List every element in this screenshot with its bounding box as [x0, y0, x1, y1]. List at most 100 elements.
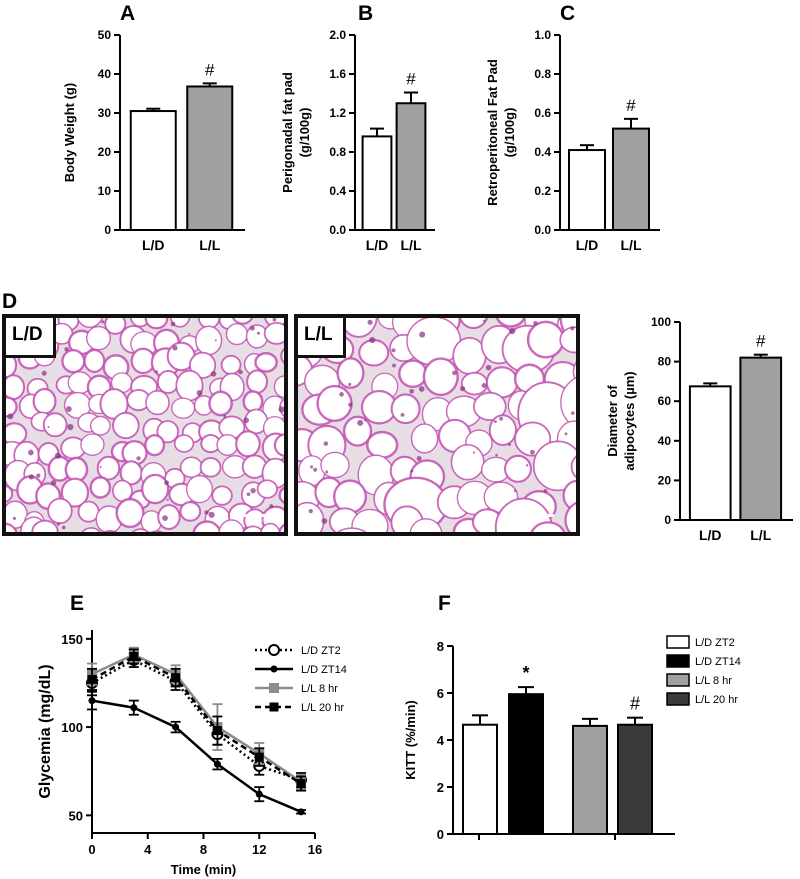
x-tick-label-d: L/D	[699, 527, 722, 543]
adipocyte-cell	[216, 433, 239, 456]
adipocyte-cell	[532, 440, 576, 492]
adipocyte-cell	[192, 520, 222, 532]
y-tick-label-c: 0.4	[534, 145, 551, 159]
adipocyte-cell	[141, 473, 170, 505]
adipocyte-cell	[83, 348, 106, 373]
nucleus-dot	[570, 411, 575, 415]
adipocyte-cell	[358, 338, 390, 367]
x-tick-label-c: L/D	[576, 237, 599, 253]
adipocyte-cell	[179, 456, 204, 479]
nucleus-dot	[313, 467, 318, 472]
adipocyte-cell	[398, 359, 428, 389]
adipocyte-cell	[115, 497, 145, 529]
adipocyte-cell	[6, 374, 26, 401]
data-point-e	[296, 779, 306, 789]
adipocyte-cell	[472, 391, 507, 422]
adipocyte-cell	[570, 455, 576, 479]
bar-f-2	[508, 693, 544, 835]
x-tick-label-e: 16	[308, 842, 322, 857]
nucleus-dot	[204, 510, 209, 515]
y-tick-label-c: 0.6	[534, 106, 551, 120]
y-tick-label-d: 100	[651, 315, 671, 329]
x-tick-label-e: 4	[144, 842, 152, 857]
nucleus-dot	[162, 515, 168, 521]
panel-letter-c: C	[560, 2, 576, 25]
adipocyte-cell	[60, 477, 90, 508]
nucleus-dot	[246, 492, 251, 497]
nucleus-dot	[323, 441, 329, 446]
adipocyte-cell	[31, 519, 59, 532]
legend-label-e: L/L 20 hr	[301, 702, 344, 714]
nucleus-dot	[400, 412, 405, 417]
y-tick-label-a: 30	[98, 106, 112, 120]
adipocyte-cell	[278, 486, 284, 504]
legend-label-f: L/D ZT14	[695, 656, 741, 668]
adipocyte-cell	[199, 457, 222, 478]
adipocyte-cell	[225, 322, 249, 346]
adipocyte-cell	[410, 423, 439, 454]
adipocyte-cell	[104, 318, 127, 335]
adipocyte-cell	[195, 325, 223, 356]
y-tick-label-c: 0.8	[534, 67, 551, 81]
legend-marker-e	[269, 683, 279, 693]
nucleus-dot	[564, 432, 568, 436]
nucleus-dot	[367, 319, 373, 325]
significance-mark-f: *	[522, 663, 529, 683]
y-axis-label-f: KITT (%/min)	[403, 700, 418, 779]
nucleus-dot	[166, 498, 169, 501]
y-tick-label-f: 2	[437, 780, 444, 795]
nucleus-dot	[364, 419, 367, 422]
y-tick-label-a: 50	[98, 28, 112, 42]
adipocyte-cell	[254, 352, 278, 373]
nucleus-dot	[514, 489, 517, 492]
y-tick-label-d: 0	[664, 513, 671, 527]
nucleus-dot	[418, 386, 425, 392]
micrograph-ld: L/D 50 µm	[2, 314, 288, 536]
bar-f-1	[462, 723, 498, 835]
nucleus-dot	[543, 489, 548, 493]
nucleus-dot	[54, 452, 62, 459]
data-point-e	[297, 808, 305, 816]
adipocyte-cell	[242, 390, 264, 414]
adipocyte-cell	[157, 504, 181, 530]
bar-a-1	[129, 110, 177, 231]
y-tick-label-f: 8	[437, 639, 444, 654]
nucleus-dot	[67, 423, 74, 431]
significance-mark-c: #	[626, 96, 636, 115]
y-tick-label-f: 4	[437, 733, 445, 748]
nucleus-dot	[321, 518, 328, 524]
nucleus-dot	[308, 509, 313, 514]
scale-text-ld: 50 µm	[246, 518, 263, 524]
adipocyte-cell	[495, 318, 526, 328]
legend-swatch-f	[666, 635, 690, 649]
panel-letter-a: A	[120, 2, 136, 25]
legend-label-f: L/D ZT2	[695, 637, 735, 649]
x-tick-label-b: L/D	[366, 237, 389, 253]
nucleus-dot	[348, 402, 353, 407]
adipocyte-cell	[112, 411, 140, 440]
nucleus-dot	[188, 332, 191, 335]
significance-mark-f: #	[630, 694, 640, 714]
adipocyte-cell	[365, 430, 399, 459]
scale-text-ll: 50 µm	[523, 518, 540, 524]
nucleus-dot	[136, 456, 141, 461]
y-axis-label-c: Retroperitoneal Fat Pad	[485, 59, 500, 206]
y-tick-label-f: 0	[437, 827, 444, 842]
micrograph-label-ll: L/L	[298, 318, 346, 358]
nucleus-dot	[155, 370, 158, 373]
nucleus-dot	[28, 474, 34, 480]
chart-e: 50 100 150 0 4 8 12 16 Time (min) Glycemia (mg/dL…	[37, 630, 347, 877]
bar-a-2	[186, 85, 234, 232]
adipocyte-cell	[211, 485, 233, 506]
x-tick-label-e: 0	[88, 842, 95, 857]
adipocyte-cell	[6, 484, 14, 503]
data-point-e	[129, 651, 139, 661]
adipocyte-cell	[61, 348, 86, 374]
adipocyte-cell	[96, 455, 121, 481]
adipocyte-cell	[220, 354, 242, 375]
nucleus-dot	[223, 414, 227, 418]
y-axis-label-d: Diameter of	[605, 385, 620, 457]
nucleus-dot	[339, 392, 344, 397]
nucleus-dot	[214, 339, 217, 342]
nucleus-dot	[369, 336, 376, 344]
